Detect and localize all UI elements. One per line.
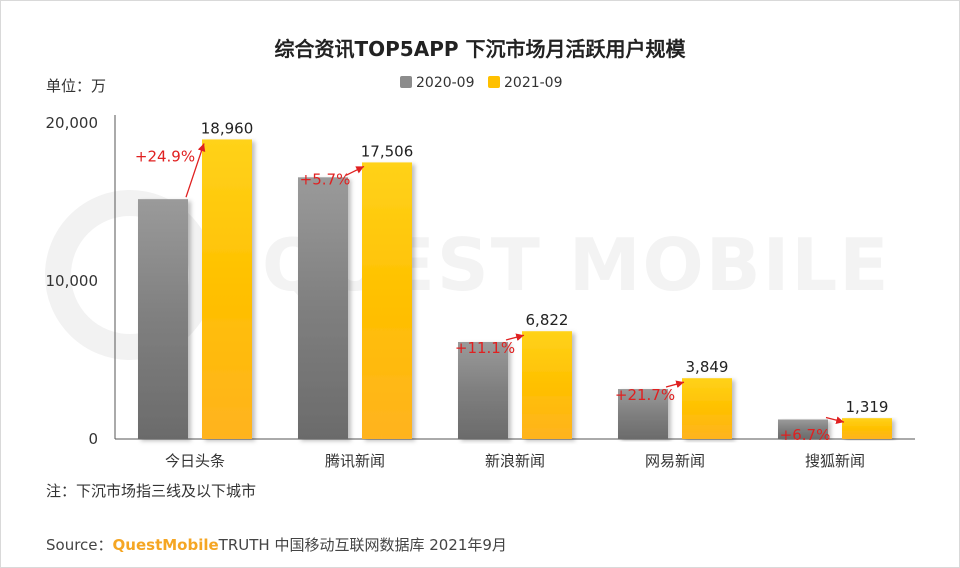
- bar-2021-09: [682, 378, 732, 439]
- data-label: 17,506: [361, 142, 414, 160]
- x-tick-label: 搜狐新闻: [805, 452, 865, 470]
- bar-2020-09: [298, 177, 348, 439]
- legend-label: 2021-09: [504, 75, 563, 91]
- data-label: 18,960: [201, 119, 254, 137]
- x-tick-label: 网易新闻: [645, 452, 705, 470]
- legend-swatch: [400, 76, 412, 88]
- x-tick-label: 今日头条: [165, 452, 225, 470]
- bar-2020-09: [138, 199, 188, 439]
- watermark-text: QUEST MOBILE: [262, 223, 890, 307]
- growth-label: +24.9%: [135, 147, 195, 165]
- legend-label: 2020-09: [416, 75, 475, 91]
- growth-label: +11.1%: [455, 339, 515, 357]
- x-tick-label: 腾讯新闻: [325, 452, 385, 470]
- bar-2021-09: [202, 139, 252, 439]
- growth-arrow: [665, 380, 685, 388]
- bar-2020-09: [458, 341, 508, 439]
- bar-2020-09: [778, 419, 828, 439]
- y-tick-label: 10,000: [46, 272, 99, 290]
- source-brand: QuestMobile: [112, 536, 219, 554]
- growth-label: +6.7%: [780, 426, 831, 444]
- growth-arrow: [825, 416, 845, 424]
- data-label: 3,849: [686, 358, 729, 376]
- x-tick-label: 新浪新闻: [485, 452, 545, 470]
- data-label: 6,822: [526, 311, 569, 329]
- y-tick-label: 0: [88, 430, 98, 448]
- growth-arrow: [505, 333, 525, 341]
- y-tick-label: 20,000: [46, 114, 99, 132]
- growth-arrow: [345, 165, 365, 176]
- data-label: 1,319: [846, 398, 889, 416]
- bar-2021-09: [362, 162, 412, 439]
- footnote: 注：下沉市场指三线及以下城市: [46, 482, 257, 500]
- growth-label: +21.7%: [615, 386, 675, 404]
- chart-title: 综合资讯TOP5APP 下沉市场月活跃用户规模: [274, 37, 686, 61]
- bar-2021-09: [522, 331, 572, 439]
- source-line: Source：QuestMobileTRUTH 中国移动互联网数据库 2021年…: [46, 534, 507, 555]
- unit-label: 单位：万: [46, 77, 107, 95]
- growth-arrow: [185, 143, 206, 198]
- growth-label: +5.7%: [300, 170, 351, 188]
- source-prefix: Source：: [46, 536, 113, 554]
- source-rest: TRUTH 中国移动互联网数据库 2021年9月: [218, 536, 507, 554]
- bar-2020-09: [618, 389, 668, 439]
- bar-2021-09: [842, 418, 892, 439]
- legend-swatch: [488, 76, 500, 88]
